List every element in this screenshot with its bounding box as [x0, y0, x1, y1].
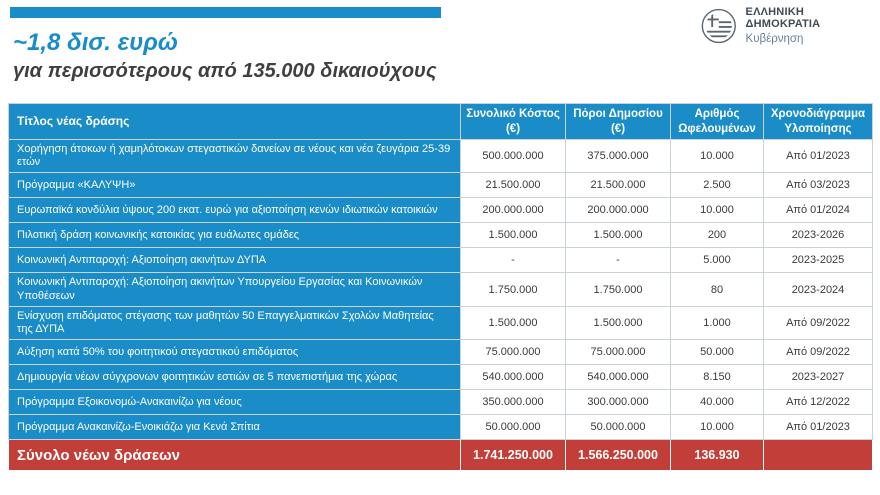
hellenic-republic-emblem-icon	[701, 8, 736, 43]
row-timeline: Από 01/2024	[763, 197, 873, 224]
table-row: Χορήγηση άτοκων ή χαμηλότοκων στεγαστικώ…	[8, 138, 873, 174]
row-public-funds: 1.500.000	[565, 305, 671, 341]
row-timeline: 2023-2025	[763, 247, 873, 274]
total-label: Σύνολο νέων δράσεων	[8, 439, 461, 472]
row-beneficiaries: 1.000	[670, 305, 764, 341]
table-row: Δημιουργία νέων σύγχρονων φοιτητικών εστ…	[8, 364, 873, 391]
row-action-title: Δημιουργία νέων σύγχρονων φοιτητικών εστ…	[8, 364, 461, 391]
row-timeline: Από 01/2023	[763, 414, 873, 441]
table-row: Πρόγραμμα Εξοικονομώ-Ανακαινίζω για νέου…	[8, 389, 873, 416]
row-public-funds: 1.750.000	[565, 272, 671, 307]
table-row: Κοινωνική Αντιπαροχή: Αξιοποίηση ακινήτω…	[8, 272, 873, 307]
row-beneficiaries: 40.000	[670, 389, 764, 416]
total-timeline	[763, 439, 873, 472]
row-action-title: Ευρωπαϊκά κονδύλια ύψους 200 εκατ. ευρώ …	[8, 197, 461, 224]
slide-subtitle: για περισσότερους από 135.000 δικαιούχου…	[13, 60, 437, 82]
row-timeline: 2023-2024	[763, 272, 873, 307]
row-total-cost: 200.000.000	[460, 197, 566, 224]
row-timeline: Από 01/2023	[763, 138, 873, 174]
table-row: Κοινωνική Αντιπαροχή: Αξιοποίηση ακινήτω…	[8, 247, 873, 274]
row-action-title: Πιλοτική δράση κοινωνικής κατοικίας για …	[8, 222, 461, 249]
header-timeline: Χρονοδιάγραμμα Υλοποίησης	[763, 103, 873, 140]
header-action-title: Τίτλος νέας δράσης	[8, 103, 461, 140]
row-public-funds: 300.000.000	[565, 389, 671, 416]
programs-table: Τίτλος νέας δράσης Συνολικό Κόστος (€) Π…	[8, 103, 873, 472]
row-timeline: Από 09/2022	[763, 339, 873, 366]
row-beneficiaries: 2.500	[670, 172, 764, 199]
row-timeline: Από 09/2022	[763, 305, 873, 341]
government-logo-text: ΕΛΛΗΝΙΚΗ ΔΗΜΟΚΡΑΤΙΑ Κυβέρνηση	[746, 6, 880, 45]
row-total-cost: -	[460, 247, 566, 274]
row-total-cost: 50.000.000	[460, 414, 566, 441]
row-action-title: Πρόγραμμα Ανακαινίζω-Ενοικιάζω για Κενά …	[8, 414, 461, 441]
table-row: Ενίσχυση επιδόματος στέγασης των μαθητών…	[8, 305, 873, 341]
header-beneficiaries: Αριθμός Ωφελουμένων	[670, 103, 764, 140]
row-timeline: 2023-2026	[763, 222, 873, 249]
row-beneficiaries: 10.000	[670, 197, 764, 224]
government-name: ΕΛΛΗΝΙΚΗ ΔΗΜΟΚΡΑΤΙΑ	[745, 6, 821, 30]
total-public-funds: 1.566.250.000	[565, 439, 671, 472]
table-row: Πρόγραμμα «ΚΑΛΥΨΗ» 21.500.000 21.500.000…	[8, 172, 873, 199]
row-action-title: Χορήγηση άτοκων ή χαμηλότοκων στεγαστικώ…	[8, 138, 461, 174]
total-beneficiaries: 136.930	[670, 439, 764, 472]
row-public-funds: 75.000.000	[565, 339, 671, 366]
row-action-title: Κοινωνική Αντιπαροχή: Αξιοποίηση ακινήτω…	[8, 247, 461, 274]
table-row: Πιλοτική δράση κοινωνικής κατοικίας για …	[8, 222, 873, 249]
row-beneficiaries: 8.150	[670, 364, 764, 391]
row-timeline: Από 12/2022	[763, 389, 873, 416]
row-timeline: 2023-2027	[763, 364, 873, 391]
table-row: Πρόγραμμα Ανακαινίζω-Ενοικιάζω για Κενά …	[8, 414, 873, 441]
row-beneficiaries: 50.000	[670, 339, 764, 366]
table-header-row: Τίτλος νέας δράσης Συνολικό Κόστος (€) Π…	[8, 103, 873, 140]
government-logo: ΕΛΛΗΝΙΚΗ ΔΗΜΟΚΡΑΤΙΑ Κυβέρνηση	[700, 6, 880, 45]
total-cost: 1.741.250.000	[460, 439, 566, 472]
row-public-funds: 21.500.000	[565, 172, 671, 199]
row-total-cost: 21.500.000	[460, 172, 566, 199]
header-total-cost: Συνολικό Κόστος (€)	[460, 103, 566, 140]
header-public-funds: Πόροι Δημοσίου (€)	[565, 103, 671, 140]
slide-title-amount: ~1,8 δισ. ευρώ	[13, 29, 178, 56]
row-beneficiaries: 200	[670, 222, 764, 249]
row-action-title: Πρόγραμμα «ΚΑΛΥΨΗ»	[8, 172, 461, 199]
row-total-cost: 1.500.000	[460, 305, 566, 341]
row-timeline: Από 03/2023	[763, 172, 873, 199]
row-public-funds: 200.000.000	[565, 197, 671, 224]
row-beneficiaries: 10.000	[670, 414, 764, 441]
row-total-cost: 350.000.000	[460, 389, 566, 416]
row-public-funds: 375.000.000	[565, 138, 671, 174]
table-total-row: Σύνολο νέων δράσεων 1.741.250.000 1.566.…	[8, 439, 873, 472]
row-action-title: Αύξηση κατά 50% του φοιτητικού στεγαστικ…	[8, 339, 461, 366]
row-total-cost: 540.000.000	[460, 364, 566, 391]
row-public-funds: 1.500.000	[565, 222, 671, 249]
row-beneficiaries: 5.000	[670, 247, 764, 274]
row-action-title: Ενίσχυση επιδόματος στέγασης των μαθητών…	[8, 305, 461, 341]
row-public-funds: -	[565, 247, 671, 274]
row-public-funds: 540.000.000	[565, 364, 671, 391]
row-total-cost: 75.000.000	[460, 339, 566, 366]
table-row: Αύξηση κατά 50% του φοιτητικού στεγαστικ…	[8, 339, 873, 366]
row-beneficiaries: 80	[670, 272, 764, 307]
government-subtitle: Κυβέρνηση	[745, 33, 804, 45]
row-total-cost: 1.500.000	[460, 222, 566, 249]
row-public-funds: 50.000.000	[565, 414, 671, 441]
row-action-title: Πρόγραμμα Εξοικονομώ-Ανακαινίζω για νέου…	[8, 389, 461, 416]
row-beneficiaries: 10.000	[670, 138, 764, 174]
row-total-cost: 1.750.000	[460, 272, 566, 307]
row-action-title: Κοινωνική Αντιπαροχή: Αξιοποίηση ακινήτω…	[8, 272, 461, 307]
table-row: Ευρωπαϊκά κονδύλια ύψους 200 εκατ. ευρώ …	[8, 197, 873, 224]
accent-bar	[10, 7, 441, 18]
row-total-cost: 500.000.000	[460, 138, 566, 174]
